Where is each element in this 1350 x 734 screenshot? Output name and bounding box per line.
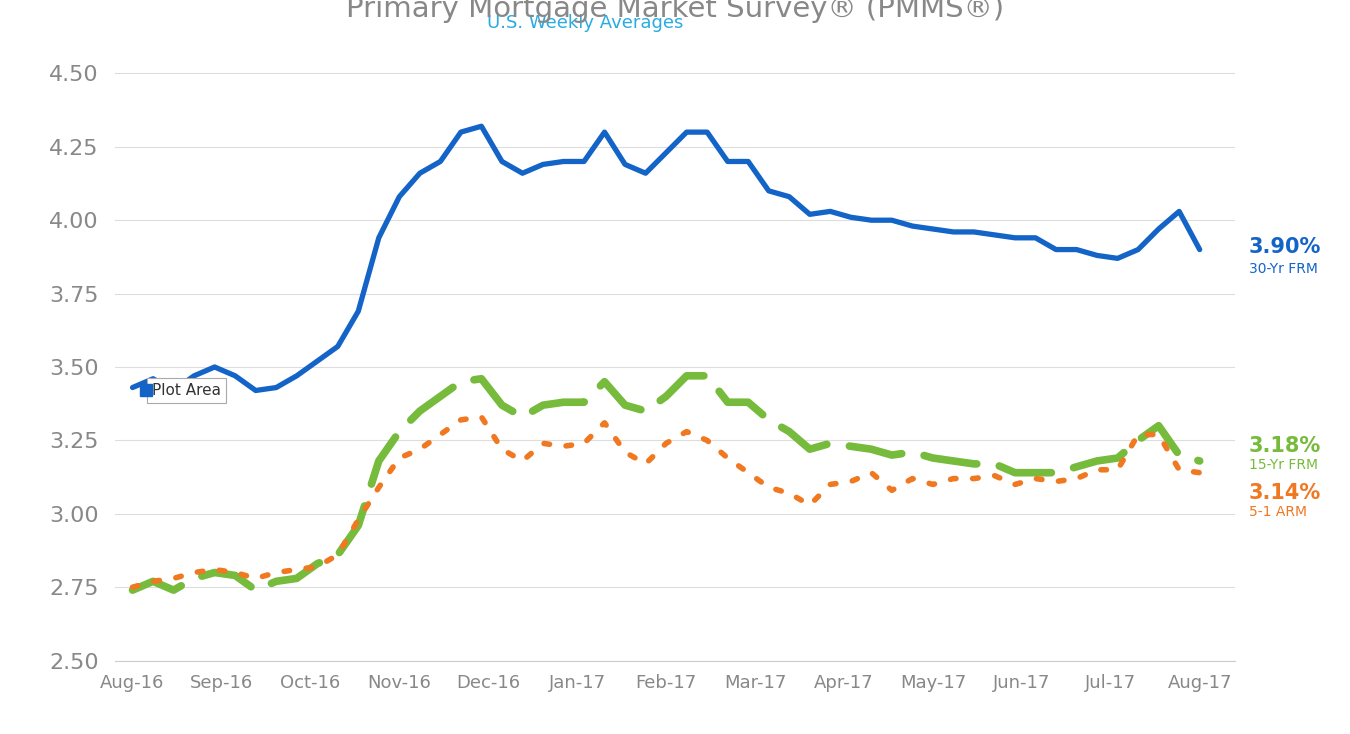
Title: Primary Mortgage Market Survey® (PMMS®): Primary Mortgage Market Survey® (PMMS®) <box>346 0 1004 23</box>
Text: 15-Yr FRM: 15-Yr FRM <box>1249 458 1318 473</box>
Text: 30-Yr FRM: 30-Yr FRM <box>1249 261 1318 276</box>
Text: Plot Area: Plot Area <box>153 383 221 398</box>
Text: 3.14%: 3.14% <box>1249 483 1320 504</box>
Text: 5-1 ARM: 5-1 ARM <box>1249 505 1307 520</box>
Text: 3.90%: 3.90% <box>1249 236 1320 257</box>
Text: 3.18%: 3.18% <box>1249 436 1320 457</box>
Text: U.S. Weekly Averages: U.S. Weekly Averages <box>487 14 683 32</box>
